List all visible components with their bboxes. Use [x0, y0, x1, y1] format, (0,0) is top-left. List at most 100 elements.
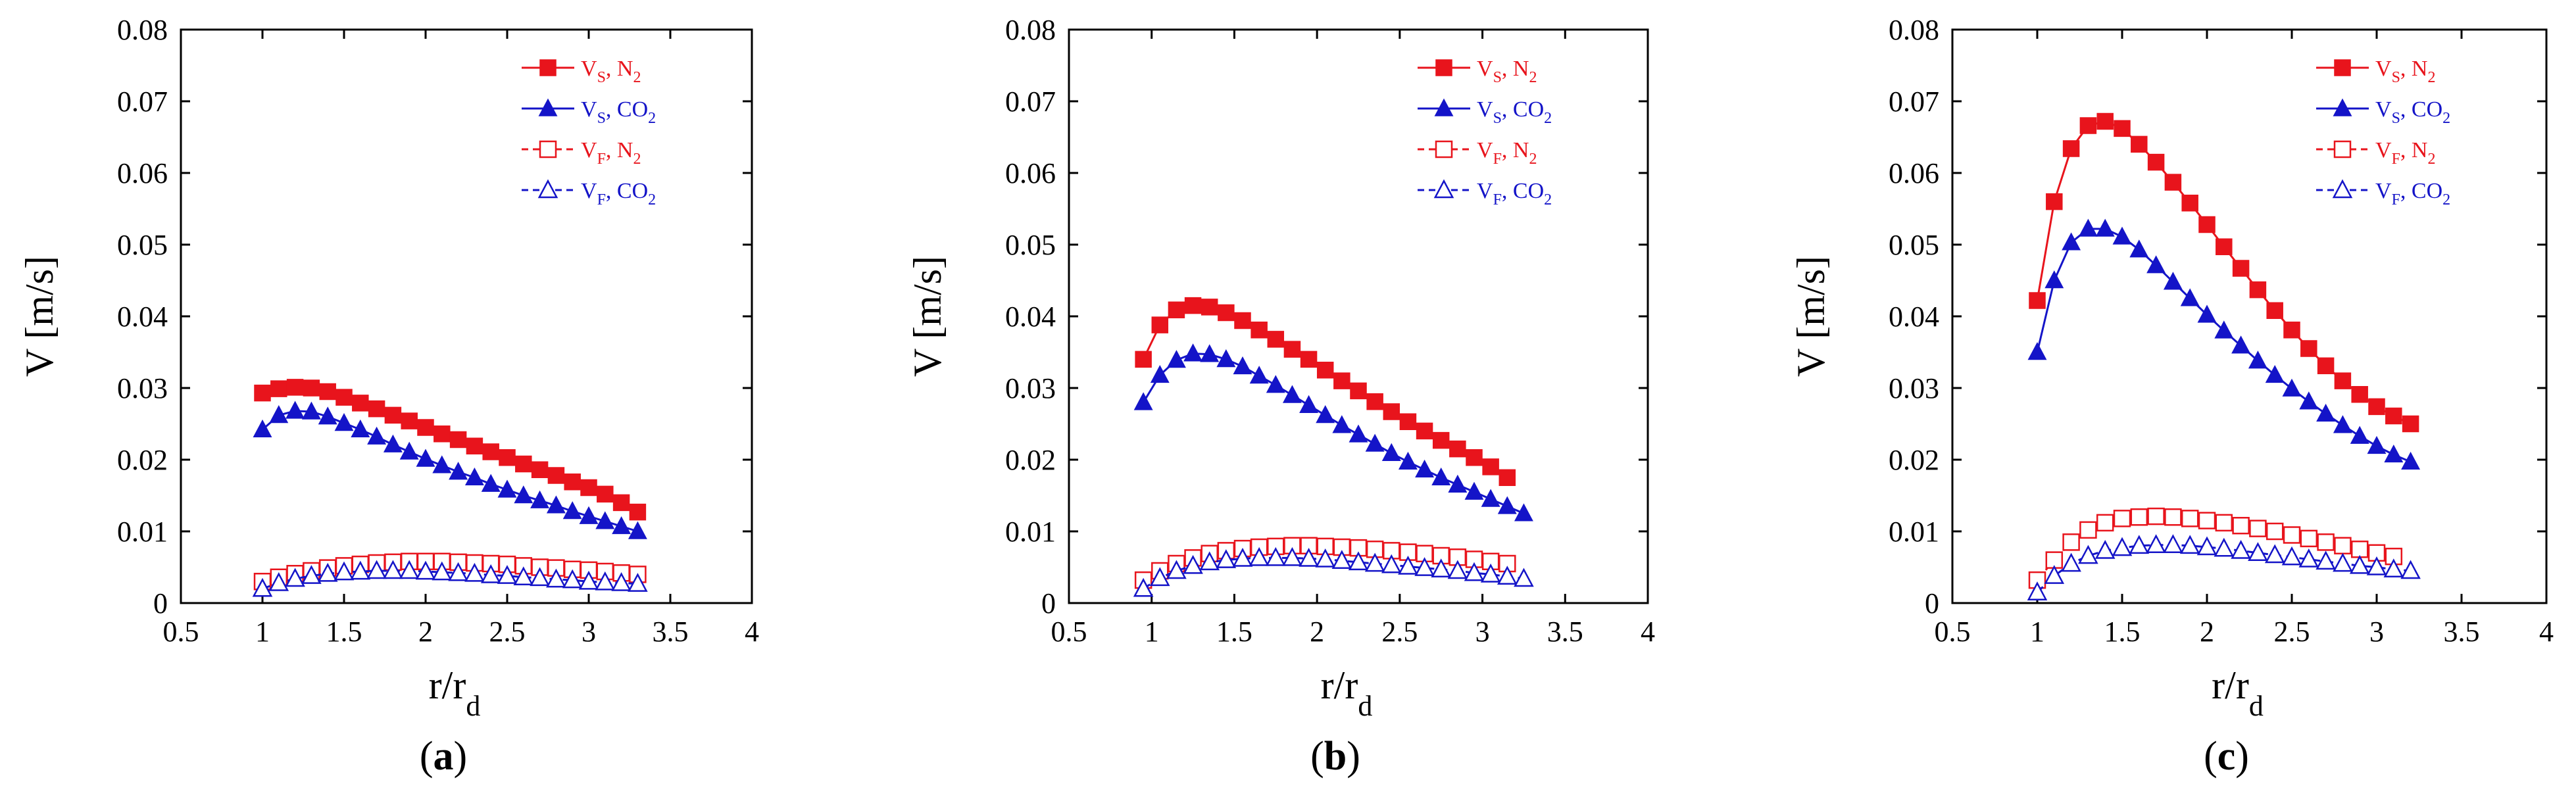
data-point — [2027, 342, 2047, 360]
legend-label: VF, N2 — [2375, 138, 2435, 168]
data-point — [1199, 551, 1220, 571]
data-point — [1151, 316, 1169, 333]
data-point — [1183, 554, 1203, 574]
legend-marker — [2333, 140, 2352, 158]
x-tick-label: 1 — [2030, 616, 2044, 648]
data-point — [612, 494, 630, 512]
data-point — [1216, 549, 1237, 568]
x-tick-label: 0.5 — [1051, 616, 1087, 648]
data-point — [334, 413, 354, 431]
data-point — [499, 449, 516, 466]
legend-label: VS, CO2 — [2375, 97, 2450, 127]
data-point — [2078, 218, 2098, 237]
data-point — [2248, 351, 2267, 369]
data-point — [2113, 510, 2131, 527]
data-point — [448, 562, 468, 581]
data-point — [1233, 356, 1252, 375]
data-point — [1150, 364, 1170, 383]
data-point — [352, 395, 369, 412]
data-point — [432, 561, 453, 581]
data-point — [514, 485, 533, 504]
legend-marker — [537, 179, 558, 199]
data-point — [1249, 366, 1269, 384]
data-point — [254, 384, 271, 402]
data-point — [595, 571, 616, 591]
data-point — [2334, 372, 2352, 389]
data-point — [2349, 554, 2370, 574]
data-point — [2316, 403, 2336, 422]
legend-label: VF, CO2 — [2375, 179, 2450, 208]
data-point — [562, 501, 582, 520]
panel-a: 0.5 1 1.5 2 2.5 3 3.5 4 0 0.01 0.02 0.03 0.04 0.05 0.0… — [18, 14, 759, 779]
panel-b: 0.5 1 1.5 2 2.5 3 3.5 4 0 0.01 0.02 0.03 0.04 0.05 0.0… — [906, 14, 1655, 779]
data-point — [513, 566, 534, 586]
data-point — [1183, 343, 1203, 362]
data-point — [2400, 560, 2421, 579]
data-point — [2147, 153, 2165, 171]
data-point — [1299, 395, 1319, 413]
data-point — [2383, 558, 2404, 578]
data-point — [1333, 372, 1350, 389]
data-point — [612, 516, 632, 535]
data-point — [1497, 496, 1517, 514]
data-point — [1499, 469, 1516, 486]
data-point — [2198, 216, 2216, 233]
x-tick-label: 3.5 — [1547, 616, 1583, 648]
data-point — [2231, 539, 2251, 559]
legend-entry-3: VF, CO2 — [522, 179, 656, 208]
data-point — [286, 379, 304, 396]
data-point — [2249, 520, 2267, 537]
legend-label: VF, N2 — [1477, 138, 1537, 168]
data-point — [2129, 239, 2149, 258]
data-point — [2299, 391, 2319, 410]
data-point — [1431, 558, 1451, 578]
data-point — [2334, 537, 2352, 555]
x-tick-label: 2 — [418, 616, 433, 648]
legend-label: VF, N2 — [581, 138, 641, 168]
data-point — [2366, 556, 2387, 575]
data-point — [2216, 238, 2233, 256]
legend-entry-1: VS, CO2 — [1418, 97, 1552, 127]
data-point — [1364, 552, 1385, 572]
data-point — [547, 467, 565, 484]
panel-c: 0.5 1 1.5 2 2.5 3 3.5 4 0 0.01 0.02 0.03 0.04 0.05 0.0… — [1789, 14, 2554, 779]
y-tick-label: 0.02 — [1005, 444, 1056, 476]
data-point — [2266, 302, 2283, 320]
data-point — [482, 443, 499, 460]
data-point — [2146, 255, 2166, 274]
data-point — [2062, 533, 2080, 551]
data-point — [2350, 541, 2369, 558]
data-point — [1282, 546, 1302, 566]
data-point — [2316, 550, 2336, 570]
data-point — [1133, 577, 1154, 597]
data-point — [285, 568, 305, 587]
data-point — [2283, 321, 2300, 339]
data-point — [2385, 547, 2403, 566]
legend-entry-2: VF, N2 — [522, 138, 641, 168]
data-point — [1383, 403, 1400, 420]
data-point — [1449, 440, 1466, 458]
y-tick-label: 0.06 — [117, 157, 168, 189]
data-point — [480, 564, 501, 583]
data-point — [1168, 301, 1185, 318]
data-point — [2078, 545, 2098, 564]
data-point — [2112, 537, 2133, 556]
data-point — [1381, 554, 1402, 573]
legend-label: VS, N2 — [581, 57, 641, 86]
data-point — [301, 401, 321, 420]
data-point — [2368, 398, 2385, 416]
legend-entry-0: VS, N2 — [2316, 57, 2435, 86]
data-point — [1381, 443, 1401, 461]
data-point — [2163, 534, 2183, 553]
data-point — [2281, 546, 2302, 566]
x-tick-label: 4 — [1641, 616, 1655, 648]
legend-entry-3: VF, CO2 — [2316, 179, 2450, 208]
data-point — [351, 419, 370, 438]
data-point — [1135, 351, 1152, 368]
data-point — [2029, 292, 2046, 309]
y-axis-label: V [m/s] — [1789, 256, 1833, 377]
legend-marker — [2334, 59, 2351, 76]
y-tick-label: 0.02 — [1889, 444, 1939, 476]
data-point — [2180, 288, 2200, 306]
